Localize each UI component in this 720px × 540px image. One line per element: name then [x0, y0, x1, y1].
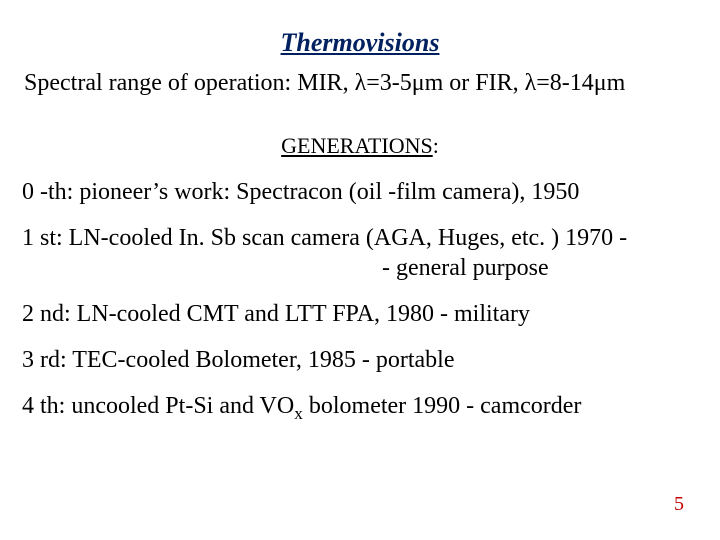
generation-1-line2: - general purpose	[22, 253, 702, 283]
spectral-range-line: Spectral range of operation: MIR, λ=3-5μ…	[24, 70, 702, 97]
generation-4-part-b: bolometer 1990 - camcorder	[303, 393, 582, 419]
generations-heading-colon: :	[433, 133, 439, 158]
generation-3: 3 rd: TEC-cooled Bolometer, 1985 - porta…	[22, 345, 702, 375]
generation-4-part-a: 4 th: uncooled Pt-Si and VO	[22, 393, 294, 419]
slide-title: Thermovisions	[18, 28, 702, 58]
generations-heading-underlined: GENERATIONS	[281, 133, 433, 158]
generations-heading: GENERATIONS:	[18, 133, 702, 159]
generation-0: 0 -th: pioneer’s work: Spectracon (oil -…	[22, 177, 702, 207]
page-number: 5	[674, 493, 684, 516]
generation-1-line1: 1 st: LN-cooled In. Sb scan camera (AGA,…	[22, 225, 627, 251]
slide: Thermovisions Spectral range of operatio…	[0, 0, 720, 540]
generation-4: 4 th: uncooled Pt-Si and VOx bolometer 1…	[22, 391, 702, 424]
generation-1: 1 st: LN-cooled In. Sb scan camera (AGA,…	[22, 223, 702, 283]
generation-4-subscript: x	[294, 404, 303, 423]
generation-2: 2 nd: LN-cooled CMT and LTT FPA, 1980 - …	[22, 299, 702, 329]
